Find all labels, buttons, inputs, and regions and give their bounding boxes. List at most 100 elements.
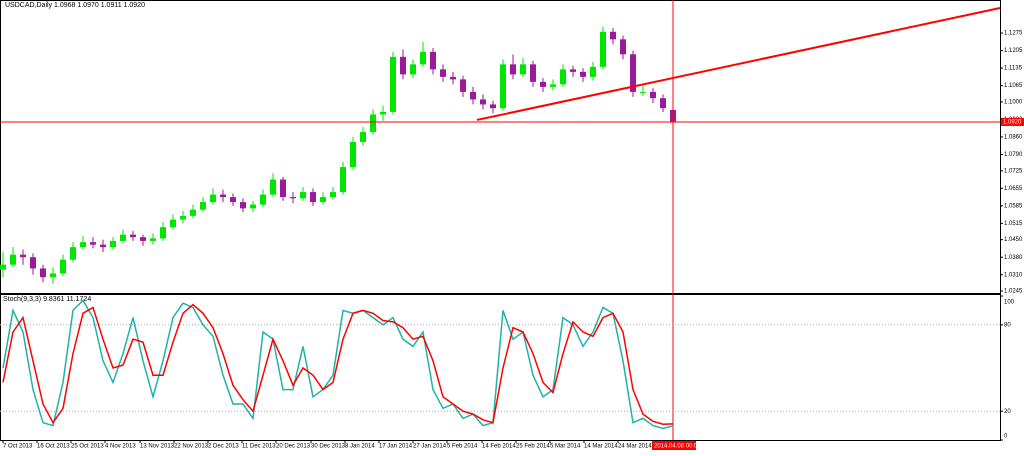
candle-body [210, 194, 216, 203]
x-tick-label: 20 Dec 2013 [276, 444, 311, 450]
candle-body [440, 69, 446, 77]
x-tick-label: 11 Dec 2013 [242, 444, 276, 450]
y-tick-label: 1.0725 [1004, 168, 1023, 174]
x-tick-label: 8 Jan 2014 [345, 444, 375, 450]
y-tick-label: 1.0655 [1004, 186, 1023, 192]
candle-body [10, 254, 16, 265]
candle-body [360, 131, 366, 142]
y-tick-label: 0 [1004, 434, 1008, 440]
candle-body [330, 192, 336, 198]
y-tick-label: 20 [1004, 409, 1011, 415]
y-tick-label: 1.0450 [1004, 237, 1023, 243]
candle-body [80, 242, 86, 248]
candle-body [470, 91, 476, 100]
candle-body [510, 64, 516, 75]
candle-body [400, 56, 406, 75]
candle-body [60, 259, 66, 274]
candle-body [70, 247, 76, 260]
candle-body [140, 237, 146, 241]
candle-body [310, 192, 316, 203]
candle-body [20, 254, 26, 258]
candle-body [160, 227, 166, 239]
candle-body [350, 141, 356, 168]
candle-body [260, 194, 266, 205]
x-tick-label: 5 Feb 2014 [447, 444, 478, 450]
x-tick-label: 14 Feb 2014 [482, 444, 516, 450]
candle-body [240, 202, 246, 209]
time-label: 2014.04.08 00:00 [654, 444, 701, 450]
candle-body [30, 257, 36, 269]
candle-body [390, 56, 396, 112]
x-tick-label: 17 Jan 2014 [379, 444, 413, 450]
candle-body [150, 238, 156, 241]
price-title: USDCAD,Daily 1.0968 1.0970 1.0911 1.0920 [5, 2, 145, 9]
candle-body [640, 91, 646, 93]
candle-body [250, 204, 256, 209]
stoch-title: Stoch(9,3,3) 9.8361 11.1724 [3, 296, 91, 303]
candle-body [450, 76, 456, 80]
x-tick-label: 30 Dec 2013 [311, 444, 346, 450]
y-tick-label: 1.0515 [1004, 221, 1023, 227]
candle-body [430, 51, 436, 70]
candle-body [40, 268, 46, 278]
price-label-box [1001, 117, 1024, 126]
candle-body [290, 197, 296, 199]
candle-body [320, 197, 326, 203]
x-tick-label: 27 Jan 2014 [413, 444, 447, 450]
candle-body [550, 84, 556, 87]
price-label: 1.0920 [1003, 120, 1022, 126]
candle-body [0, 264, 6, 270]
candle-body [380, 111, 386, 115]
y-tick-label: 1.1065 [1004, 83, 1023, 89]
candle-body [620, 39, 626, 55]
x-tick-label: 22 Nov 2013 [174, 444, 209, 450]
candle-body [560, 69, 566, 85]
candle-body [190, 209, 196, 216]
y-tick-label: 1.1000 [1004, 99, 1023, 105]
candle-body [170, 219, 176, 228]
x-tick-label: 7 Oct 2013 [3, 444, 33, 450]
candle-body [500, 64, 506, 109]
candle-body [420, 51, 426, 65]
y-tick-label: 100 [1004, 300, 1015, 306]
price-pane [0, 0, 1001, 294]
y-tick-label: 1.0380 [1004, 255, 1023, 261]
x-tick-label: 25 Feb 2014 [516, 444, 550, 450]
y-tick-label: 1.1135 [1004, 66, 1023, 72]
candle-body [630, 54, 636, 92]
time-label-box [652, 441, 696, 450]
candle-body [540, 81, 546, 87]
candle-body [410, 64, 416, 75]
stoch-line [2, 303, 674, 425]
candle-body [650, 91, 656, 99]
candle-body [370, 114, 376, 132]
candle-body [50, 273, 56, 278]
candle-body [110, 240, 116, 248]
candle-body [490, 104, 496, 109]
y-tick-label: 1.1205 [1004, 48, 1023, 54]
stoch-line [2, 299, 674, 430]
y-tick-label: 1.0585 [1004, 203, 1023, 209]
candle-body [100, 244, 106, 248]
x-tick-label: 2 Dec 2013 [208, 444, 239, 450]
candle-body [610, 31, 616, 40]
trendline [476, 7, 1001, 121]
y-tick-label: 1.0310 [1004, 272, 1023, 278]
y-tick-label: 1.0860 [1004, 135, 1023, 141]
x-tick-label: 14 Mar 2014 [584, 444, 618, 450]
x-tick-label: 13 Nov 2013 [140, 444, 175, 450]
stoch-pane [0, 294, 1001, 441]
y-tick-label: 80 [1004, 322, 1011, 328]
candle-body [200, 202, 206, 210]
candle-body [340, 167, 346, 193]
candle-body [230, 197, 236, 203]
candle-body [300, 192, 306, 199]
candle-body [570, 69, 576, 72]
candle-body [530, 64, 536, 82]
y-tick-label: 1.0790 [1004, 152, 1023, 158]
x-tick-label: 25 Oct 2013 [71, 444, 104, 450]
candle-body [180, 215, 186, 220]
candle-body [280, 179, 286, 198]
candle-body [660, 98, 666, 109]
